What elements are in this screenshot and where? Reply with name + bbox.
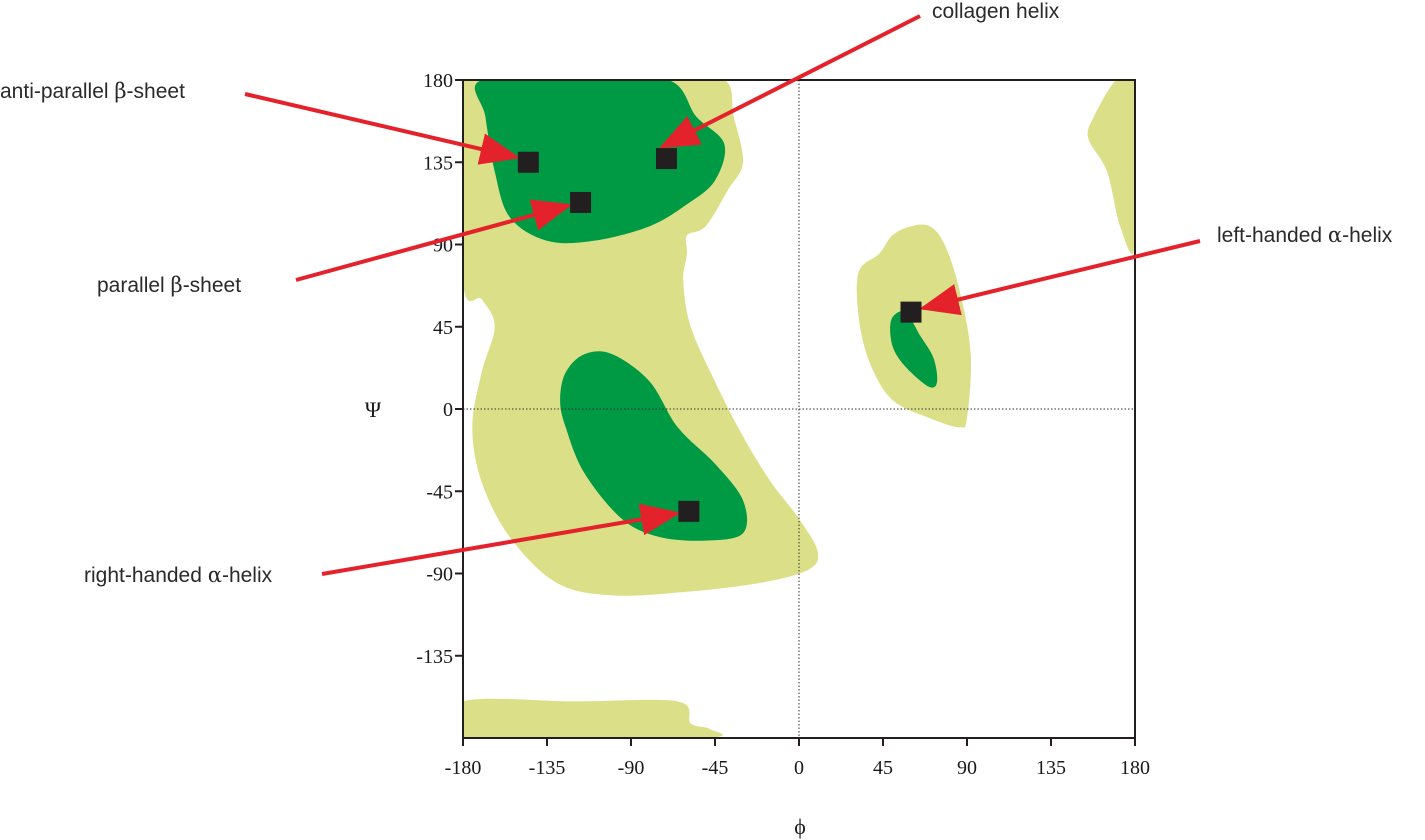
x-tick-label: 135 [1036,757,1066,779]
annotation-arrow [919,239,1201,316]
x-tick-label: 45 [873,757,893,779]
annotation-label: left-handed α-helix [1217,223,1393,247]
y-axis-label: Ψ [365,397,382,422]
point-layer [517,148,922,522]
conformation-marker [570,191,592,213]
x-axis-label: ϕ [794,814,806,839]
conformation-marker [517,151,539,173]
x-tick-label: 180 [1120,757,1150,779]
conformation-marker [900,301,922,323]
y-tick-label: 180 [423,70,453,92]
annotation-label: right-handed α-helix [84,563,273,587]
favored-region-5 [560,351,748,541]
y-tick-label: -135 [416,646,453,668]
annotation-label: parallel β-sheet [97,273,241,297]
allowed-region-1 [463,698,723,738]
annotation-label: collagen helix [932,0,1060,23]
annotation-arrow [295,199,573,282]
x-tick-label: 0 [794,757,804,779]
x-tick-label: -90 [618,757,645,779]
annotation-layer: anti-parallel β-sheet collagen helix paral… [0,0,1393,587]
y-tick-label: -45 [426,481,453,503]
y-tick-label: 0 [443,399,453,421]
conformation-marker [655,148,677,170]
y-tick-label: 45 [433,317,453,339]
x-tick-label: -45 [702,757,729,779]
annotation-arrow [658,14,921,149]
x-tick-label: 90 [957,757,977,779]
annotation-label: anti-parallel β-sheet [0,79,185,103]
tick-layer: -180 -135 -90 -45 0 45 90 135 18018013590450-45-… [416,70,1150,779]
y-tick-label: 135 [423,152,453,174]
y-tick-label: -90 [426,564,453,586]
x-tick-label: -135 [529,757,566,779]
favored-region-6 [890,311,938,388]
conformation-marker [678,500,700,522]
allowed-region-3 [1087,80,1135,254]
annotation-arrow [244,92,521,165]
annotation-arrow [321,503,681,576]
region-layer [463,80,1135,738]
arrow-layer [244,14,1201,576]
x-tick-label: -180 [445,757,482,779]
